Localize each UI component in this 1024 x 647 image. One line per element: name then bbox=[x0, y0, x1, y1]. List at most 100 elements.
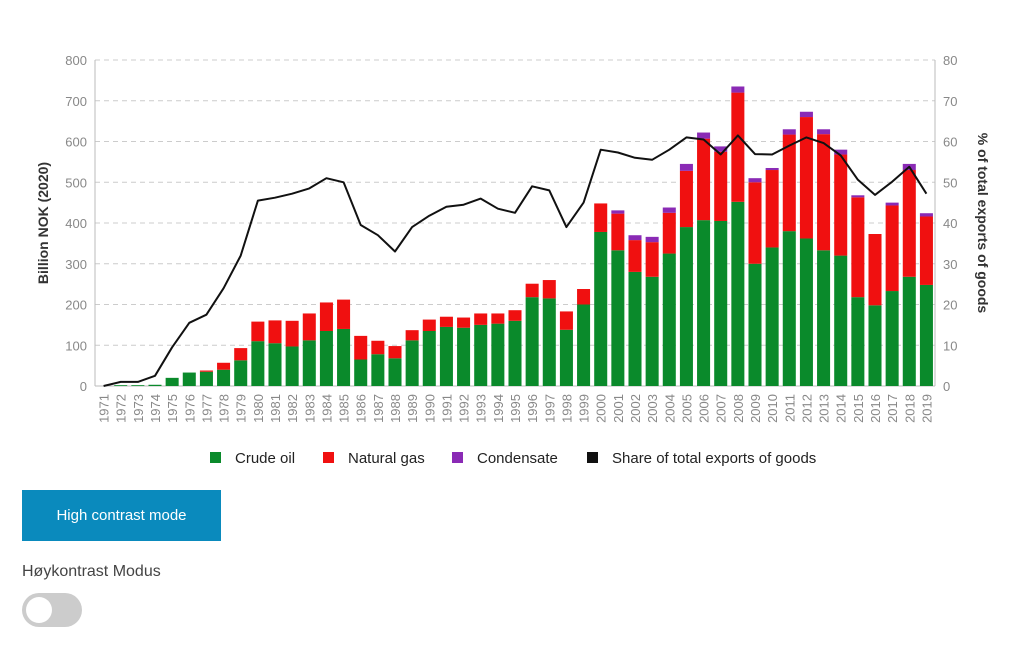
bar-natural-gas-2002 bbox=[628, 240, 642, 272]
bar-natural-gas-1990 bbox=[422, 319, 436, 331]
y-tick-label: 100 bbox=[65, 338, 87, 353]
bar-crude-oil-1987 bbox=[371, 354, 385, 386]
y2-tick-label: 50 bbox=[943, 175, 957, 190]
legend-entry[interactable]: Share of total exports of goods bbox=[612, 450, 816, 467]
high-contrast-toggle[interactable] bbox=[22, 593, 82, 627]
bar-crude-oil-1996 bbox=[525, 297, 539, 386]
bar-natural-gas-1995 bbox=[508, 310, 522, 321]
x-tick-label: 1982 bbox=[285, 394, 300, 423]
bar-crude-oil-2016 bbox=[868, 305, 882, 386]
bar-crude-oil-2000 bbox=[594, 231, 608, 386]
bar-natural-gas-2013 bbox=[817, 134, 831, 251]
bar-condensate-2014 bbox=[834, 149, 848, 155]
bar-crude-oil-1983 bbox=[302, 340, 316, 386]
bar-condensate-2013 bbox=[817, 129, 831, 135]
y2-axis-title: % of total exports of goods bbox=[975, 133, 991, 314]
bar-crude-oil-2007 bbox=[714, 220, 728, 386]
legend-entry[interactable]: Natural gas bbox=[348, 450, 425, 467]
legend-swatch[interactable] bbox=[323, 452, 334, 463]
legend-entry[interactable]: Condensate bbox=[477, 450, 558, 467]
y-tick-label: 0 bbox=[80, 379, 87, 394]
bar-natural-gas-1987 bbox=[371, 340, 385, 355]
bar-condensate-2017 bbox=[885, 202, 899, 206]
legend-swatch[interactable] bbox=[452, 452, 463, 463]
x-tick-label: 2002 bbox=[628, 394, 643, 423]
bar-crude-oil-1979 bbox=[234, 360, 248, 386]
bar-condensate-2004 bbox=[662, 207, 676, 213]
bar-crude-oil-1997 bbox=[542, 298, 556, 386]
bar-crude-oil-2003 bbox=[645, 276, 659, 386]
bar-crude-oil-1982 bbox=[285, 346, 299, 386]
x-tick-label: 1993 bbox=[474, 394, 489, 423]
bar-crude-oil-1995 bbox=[508, 320, 522, 386]
bar-natural-gas-1996 bbox=[525, 283, 539, 298]
bar-condensate-2015 bbox=[851, 195, 865, 198]
bar-natural-gas-2018 bbox=[902, 170, 916, 277]
x-tick-label: 1972 bbox=[114, 394, 129, 423]
bar-crude-oil-2002 bbox=[628, 271, 642, 386]
chart-area: 0 100 200 300 400 500 600 700 800 0 10 20 30 40 50 60 70… bbox=[35, 53, 991, 467]
bar-natural-gas-2017 bbox=[885, 205, 899, 292]
bar-natural-gas-2004 bbox=[662, 212, 676, 254]
x-tick-label: 2014 bbox=[834, 394, 849, 423]
bar-condensate-2001 bbox=[611, 210, 625, 214]
bar-crude-oil-2010 bbox=[765, 247, 779, 386]
legend-entry[interactable]: Crude oil bbox=[235, 450, 295, 467]
x-tick-label: 1998 bbox=[559, 394, 574, 423]
bar-crude-oil-1990 bbox=[422, 330, 436, 386]
y-tick-label: 500 bbox=[65, 175, 87, 190]
x-tick-label: 1988 bbox=[388, 394, 403, 423]
bar-natural-gas-1978 bbox=[217, 362, 231, 370]
bar-natural-gas-1992 bbox=[457, 317, 471, 328]
x-tick-label: 1995 bbox=[508, 394, 523, 423]
x-tick-label: 1985 bbox=[337, 394, 352, 423]
x-tick-label: 1983 bbox=[302, 394, 317, 423]
y-tick-label: 800 bbox=[65, 53, 87, 68]
bar-natural-gas-2009 bbox=[748, 182, 762, 264]
bar-natural-gas-2001 bbox=[611, 213, 625, 251]
x-tick-label: 1986 bbox=[354, 394, 369, 423]
x-tick-label: 2009 bbox=[748, 394, 763, 423]
bar-condensate-2002 bbox=[628, 235, 642, 241]
x-tick-label: 1976 bbox=[182, 394, 197, 423]
bar-condensate-2012 bbox=[799, 111, 813, 118]
bar-crude-oil-1988 bbox=[388, 358, 402, 386]
x-tick-label: 1996 bbox=[525, 394, 540, 423]
x-tick-label: 1981 bbox=[268, 394, 283, 423]
x-tick-label: 2000 bbox=[594, 394, 609, 423]
y2-tick-label: 10 bbox=[943, 338, 957, 353]
legend-swatch[interactable] bbox=[587, 452, 598, 463]
bar-crude-oil-2014 bbox=[834, 255, 848, 386]
x-tick-label: 1992 bbox=[457, 394, 472, 423]
x-tick-label: 1971 bbox=[97, 394, 112, 423]
bar-natural-gas-2008 bbox=[731, 92, 745, 202]
x-tick-label: 2018 bbox=[902, 394, 917, 423]
bar-crude-oil-2004 bbox=[662, 253, 676, 386]
bar-natural-gas-2012 bbox=[799, 117, 813, 239]
bar-condensate-2003 bbox=[645, 236, 659, 243]
y-tick-label: 600 bbox=[65, 135, 87, 150]
bar-crude-oil-2008 bbox=[731, 201, 745, 386]
x-tick-label: 1977 bbox=[199, 394, 214, 423]
bar-natural-gas-1982 bbox=[285, 320, 299, 347]
x-tick-label: 2008 bbox=[731, 394, 746, 423]
bar-crude-oil-2001 bbox=[611, 250, 625, 386]
bar-crude-oil-1977 bbox=[199, 371, 213, 386]
bar-natural-gas-1993 bbox=[474, 313, 488, 325]
bar-crude-oil-1984 bbox=[319, 330, 333, 386]
x-tick-label: 1990 bbox=[422, 394, 437, 423]
bar-natural-gas-1979 bbox=[234, 348, 248, 361]
bar-crude-oil-1981 bbox=[268, 343, 282, 386]
legend-swatch[interactable] bbox=[210, 452, 221, 463]
bar-crude-oil-1985 bbox=[337, 328, 351, 386]
bar-crude-oil-1974 bbox=[148, 384, 162, 386]
high-contrast-button[interactable]: High contrast mode bbox=[22, 490, 221, 541]
bar-natural-gas-1977 bbox=[199, 370, 213, 372]
x-tick-label: 2007 bbox=[714, 394, 729, 423]
x-tick-label: 1989 bbox=[405, 394, 420, 423]
y2-tick-label: 0 bbox=[943, 379, 950, 394]
x-tick-label: 1980 bbox=[251, 394, 266, 423]
x-tick-label: 1987 bbox=[371, 394, 386, 423]
bar-natural-gas-1984 bbox=[319, 302, 333, 331]
bar-crude-oil-1994 bbox=[491, 323, 505, 386]
